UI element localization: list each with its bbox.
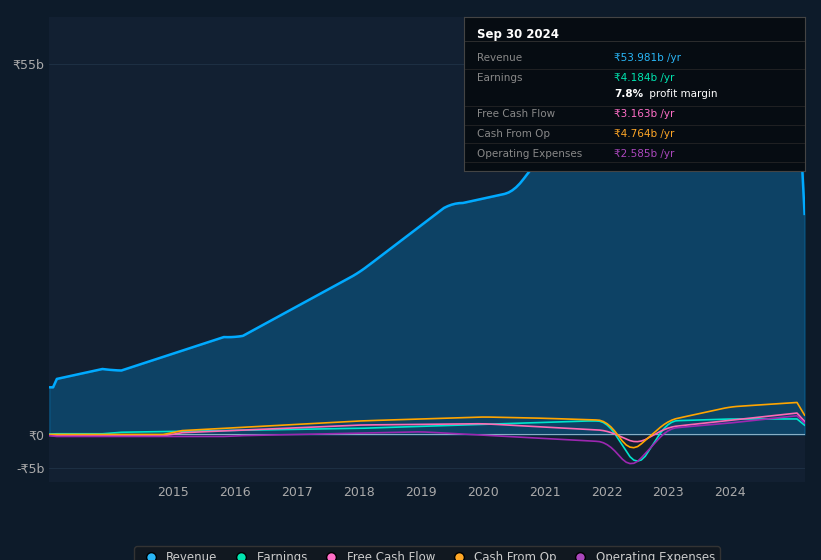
- Text: 7.8%: 7.8%: [614, 89, 643, 99]
- Text: Free Cash Flow: Free Cash Flow: [478, 109, 556, 119]
- Text: Operating Expenses: Operating Expenses: [478, 149, 583, 159]
- Text: Revenue: Revenue: [478, 53, 523, 63]
- Text: Cash From Op: Cash From Op: [478, 129, 551, 139]
- Text: ₹3.163b /yr: ₹3.163b /yr: [614, 109, 674, 119]
- Text: Sep 30 2024: Sep 30 2024: [478, 27, 559, 40]
- Text: ₹53.981b /yr: ₹53.981b /yr: [614, 53, 681, 63]
- Text: ₹4.184b /yr: ₹4.184b /yr: [614, 73, 674, 83]
- Text: Earnings: Earnings: [478, 73, 523, 83]
- Text: ₹2.585b /yr: ₹2.585b /yr: [614, 149, 674, 159]
- Text: profit margin: profit margin: [646, 89, 718, 99]
- Text: ₹4.764b /yr: ₹4.764b /yr: [614, 129, 674, 139]
- Legend: Revenue, Earnings, Free Cash Flow, Cash From Op, Operating Expenses: Revenue, Earnings, Free Cash Flow, Cash …: [135, 546, 719, 560]
